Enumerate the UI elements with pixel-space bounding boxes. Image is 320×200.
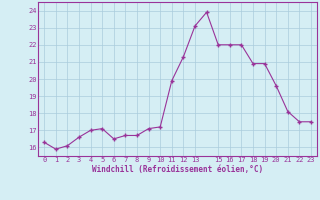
X-axis label: Windchill (Refroidissement éolien,°C): Windchill (Refroidissement éolien,°C) [92, 165, 263, 174]
